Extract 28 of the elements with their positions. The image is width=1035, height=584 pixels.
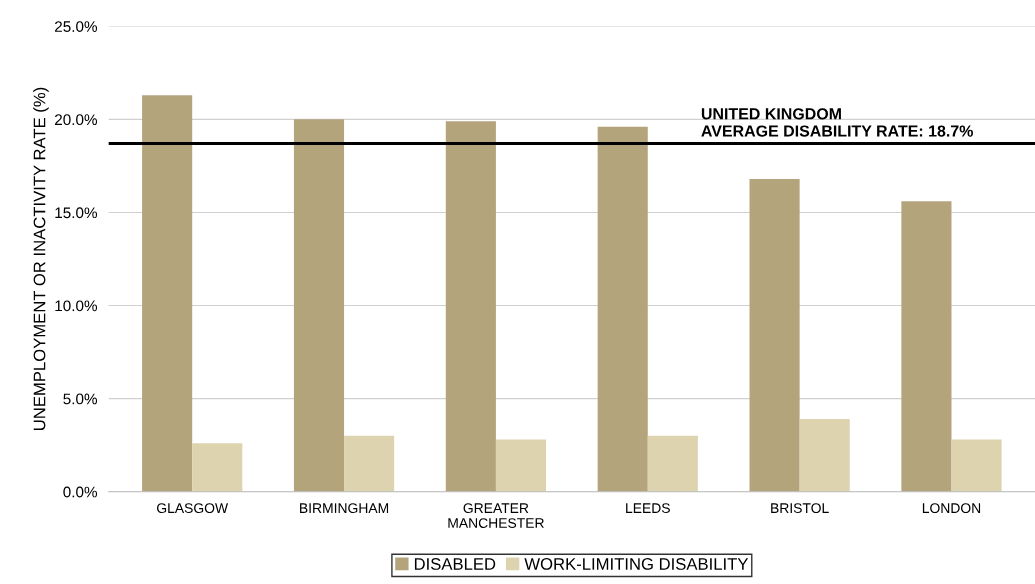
y-tick-label: 25.0% bbox=[55, 21, 98, 32]
bar bbox=[445, 121, 496, 492]
bar bbox=[901, 201, 952, 492]
bar bbox=[293, 119, 345, 492]
y-tick-label: 0.0% bbox=[63, 486, 98, 498]
bar bbox=[951, 439, 1002, 492]
y-tick-label: 5.0% bbox=[63, 393, 98, 405]
x-tick-label: BIRMINGHAM bbox=[300, 503, 389, 514]
y-tick-label: 20.0% bbox=[55, 114, 98, 126]
bar bbox=[142, 95, 193, 492]
legend-label: WORK-LIMITING DISABILITY bbox=[524, 558, 749, 570]
x-tick-label: GLASGOW bbox=[157, 503, 229, 514]
bar bbox=[749, 178, 800, 492]
x-tick-label: LEEDS bbox=[626, 503, 670, 514]
y-axis-title: UNEMPLOYMENT OR INACTIVITY RATE (%) bbox=[33, 87, 49, 430]
y-tick-label: 10.0% bbox=[55, 300, 98, 312]
y-tick-label: 15.0% bbox=[55, 207, 98, 219]
bar bbox=[344, 435, 395, 492]
bar bbox=[799, 419, 850, 492]
x-tick-label: LONDON bbox=[922, 503, 981, 514]
x-tick-label: GREATER MANCHESTER bbox=[448, 503, 544, 528]
x-tick-label: BRISTOL bbox=[771, 503, 829, 514]
bar bbox=[647, 435, 698, 492]
legend-label: DISABLED bbox=[414, 558, 496, 570]
bar bbox=[495, 439, 547, 492]
bar bbox=[597, 126, 648, 492]
ref-line-label: UNITED KINGDOM AVERAGE DISABILITY RATE: 18.7% bbox=[701, 108, 973, 137]
bar bbox=[192, 443, 243, 492]
